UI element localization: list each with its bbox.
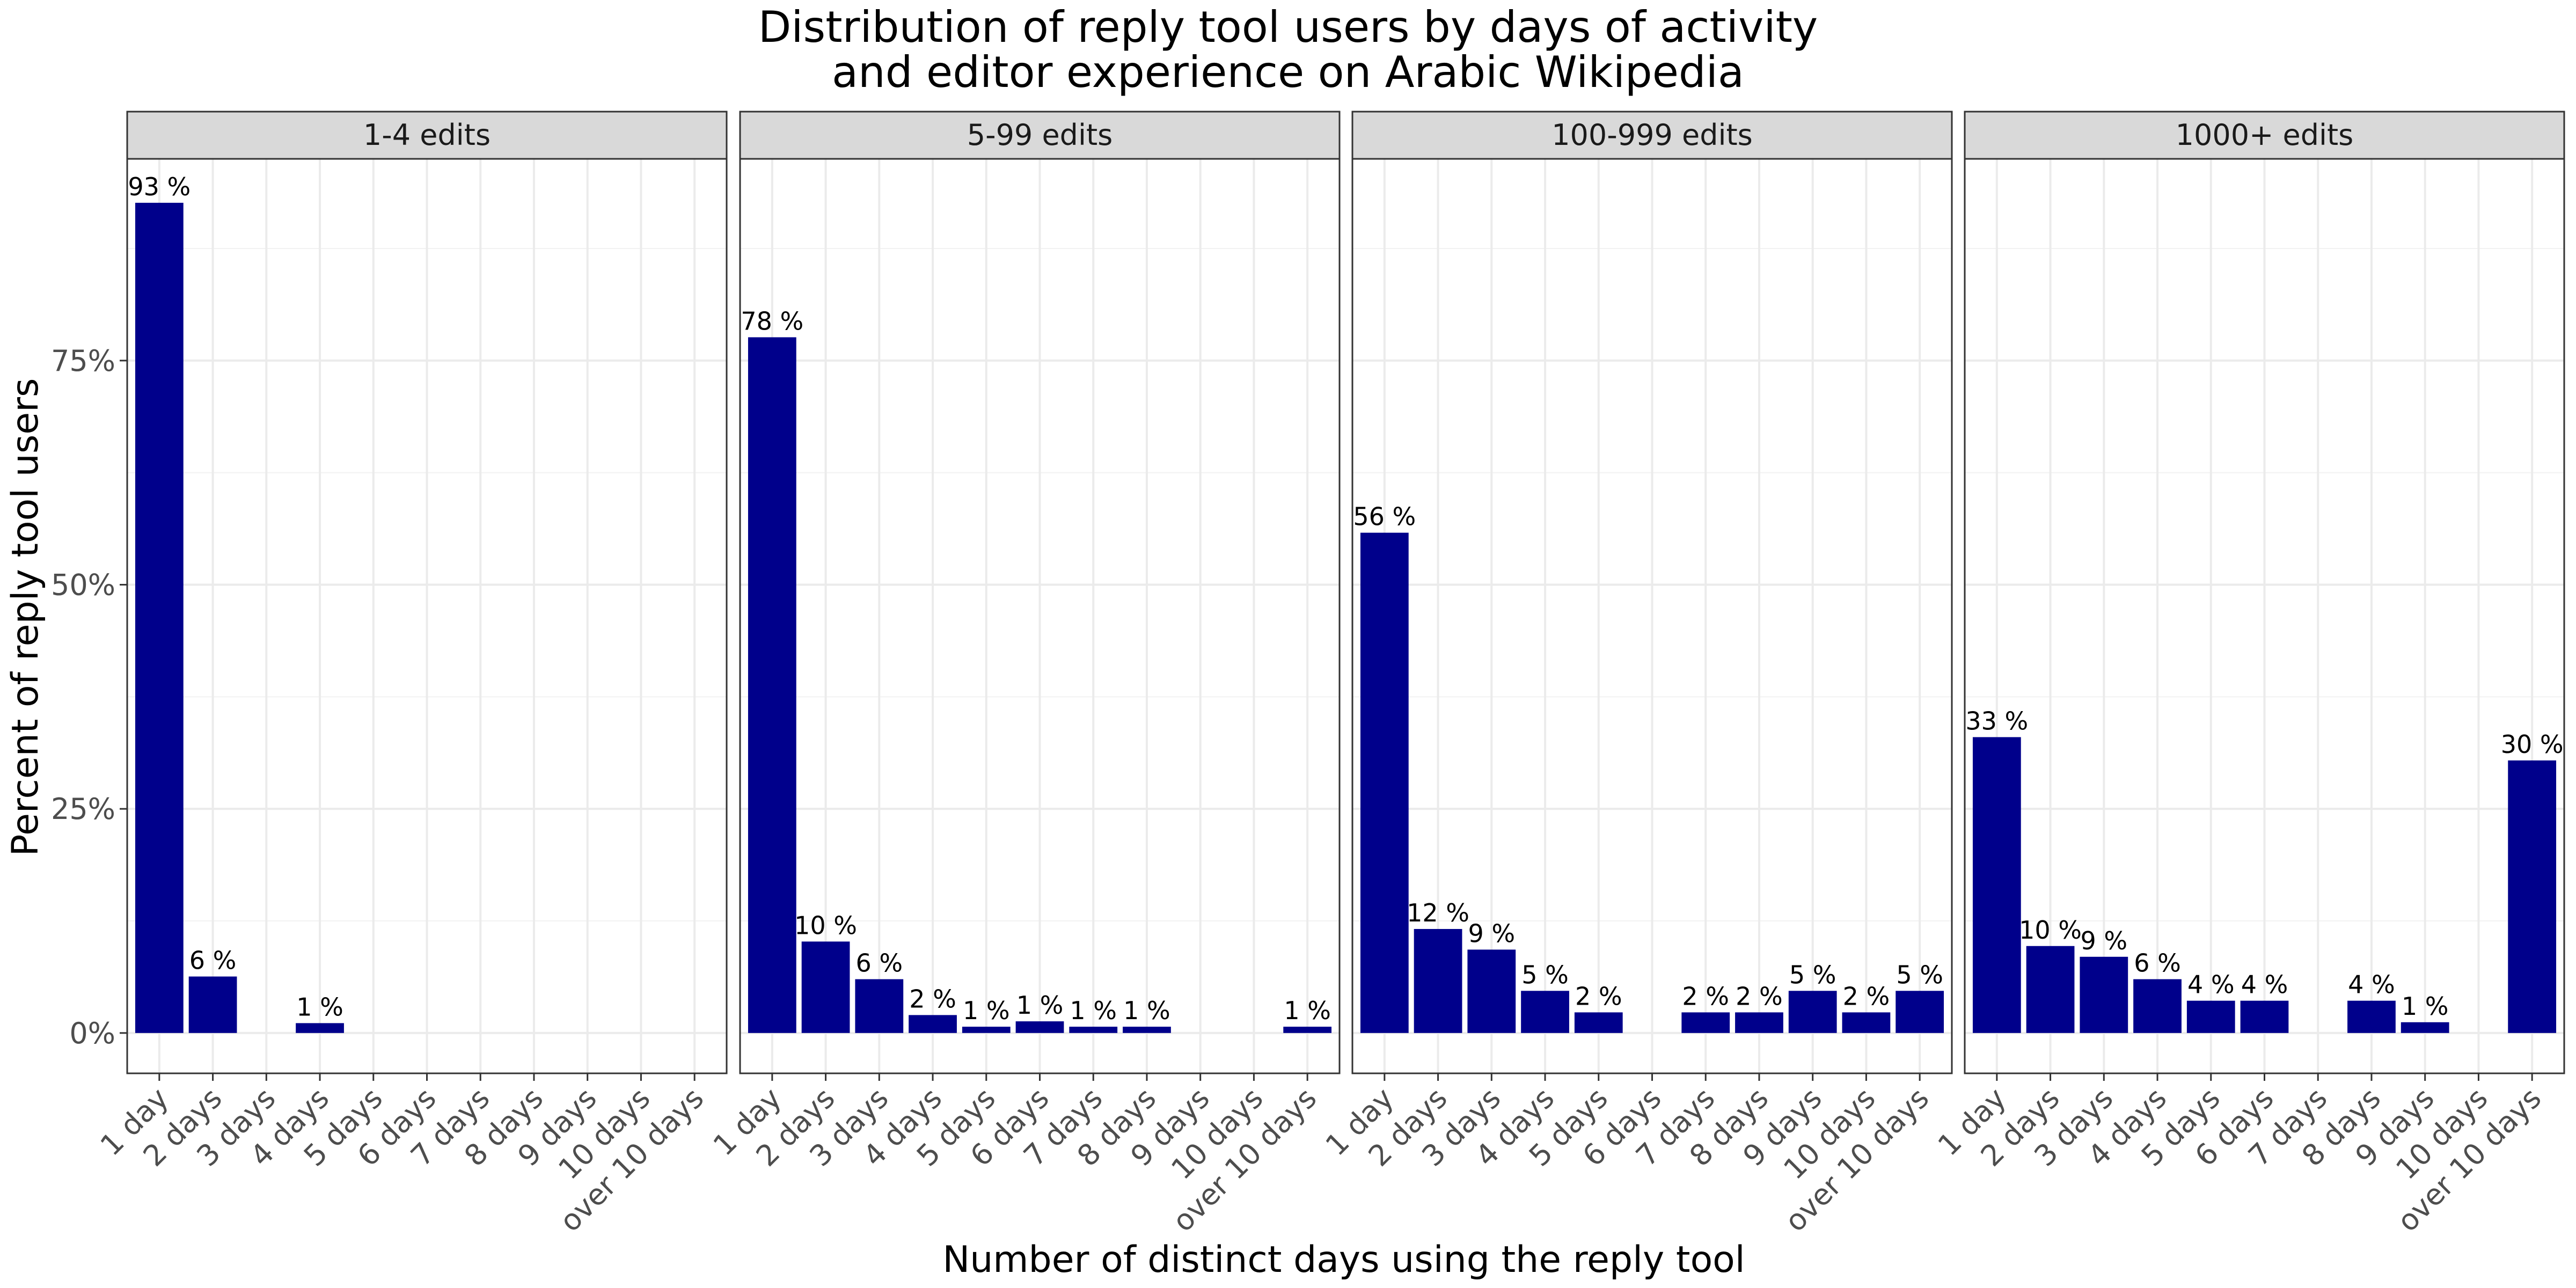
bar-5-99-edits-1: [748, 337, 796, 1033]
facet-strip-label: 5-99 edits: [967, 118, 1113, 152]
bar-1-4-edits-1: [135, 202, 184, 1033]
data-label: 2 %: [1682, 982, 1729, 1011]
bar-100-999-edits-5: [1574, 1012, 1623, 1033]
bar-5-99-edits-8: [1123, 1027, 1171, 1033]
data-label: 9 %: [1468, 919, 1515, 948]
data-label: 10 %: [794, 911, 857, 940]
data-label: 1 %: [1070, 996, 1117, 1025]
chart-title-line-2: and editor experience on Arabic Wikipedi…: [832, 47, 1744, 97]
facet-strip: [1964, 111, 2565, 160]
y-tick-label: 75%: [51, 344, 115, 378]
bar-100-999-edits-3: [1467, 949, 1516, 1033]
data-label: 5 %: [1789, 960, 1836, 989]
y-axis-title: Percent of reply tool users: [4, 378, 47, 857]
chart-title-line-1: Distribution of reply tool users by days…: [758, 2, 1818, 52]
data-label: 6 %: [189, 946, 237, 975]
bar-5-99-edits-4: [909, 1015, 957, 1033]
y-tick-label: 0%: [69, 1016, 115, 1050]
y-axis: 0% 25% 50% 75%: [51, 344, 127, 1050]
bar-100-999-edits-1: [1360, 532, 1409, 1033]
data-label: 9 %: [2080, 926, 2127, 955]
bar-100-999-edits-7: [1681, 1012, 1730, 1033]
bar-1000-edits-11: [2508, 760, 2557, 1033]
data-label: 2 %: [909, 984, 956, 1013]
bar-1000-edits-5: [2186, 1000, 2235, 1033]
bar-1000-edits-6: [2240, 1000, 2289, 1033]
data-label: 78 %: [741, 306, 803, 335]
facet-strip: [1351, 111, 1953, 160]
bar-5-99-edits-11: [1283, 1027, 1332, 1033]
data-label: 12 %: [1407, 898, 1469, 927]
data-label: 6 %: [855, 949, 903, 978]
data-label: 4 %: [2348, 970, 2395, 999]
data-label: 1 %: [296, 992, 343, 1021]
facet-panel-5-99-edits: 78 %10 %6 %2 % 1 % 1 % 1 % 1 % 1 %5-99 edits1…: [707, 111, 1341, 1238]
data-label: 1 %: [1016, 991, 1064, 1020]
data-label: 2 %: [1736, 982, 1783, 1011]
data-label: 56 %: [1353, 502, 1416, 531]
bar-1000-edits-1: [1972, 737, 2021, 1033]
facet-strip-label: 1-4 edits: [363, 118, 491, 152]
data-label: 33 %: [1965, 707, 2028, 736]
bar-5-99-edits-5: [962, 1027, 1011, 1033]
facet-strip-label: 1000+ edits: [2176, 118, 2354, 152]
bar-100-999-edits-2: [1414, 929, 1462, 1033]
data-label: 4 %: [2187, 970, 2235, 999]
bar-1000-edits-4: [2133, 979, 2182, 1033]
data-label: 1 %: [2402, 992, 2449, 1021]
facet-panel-100-999-edits: 56 %12 %9 %5 %2 % 2 % 2 %5 %2 %5 %100-999 …: [1319, 111, 1953, 1238]
bar-1000-edits-2: [2026, 946, 2075, 1033]
facet-strip-label: 100-999 edits: [1552, 118, 1753, 152]
data-label: 5 %: [1521, 960, 1569, 989]
bar-1000-edits-8: [2347, 1000, 2396, 1033]
y-tick-label: 25%: [51, 792, 115, 826]
data-label: 2 %: [1843, 982, 1890, 1011]
bar-100-999-edits-11: [1896, 991, 1944, 1033]
data-label: 6 %: [2134, 949, 2181, 978]
bar-5-99-edits-2: [801, 941, 850, 1033]
bar-100-999-edits-4: [1521, 991, 1569, 1033]
data-label: 5 %: [1896, 960, 1943, 989]
data-label: 2 %: [1575, 982, 1622, 1011]
data-label: 10 %: [2019, 916, 2082, 945]
y-tick-label: 50%: [51, 568, 115, 602]
data-label: 1 %: [1284, 996, 1331, 1025]
bar-5-99-edits-7: [1069, 1027, 1118, 1033]
x-axis-title: Number of distinct days using the reply …: [942, 1239, 1745, 1281]
facet-strip: [739, 111, 1341, 160]
bar-1-4-edits-4: [296, 1023, 344, 1033]
bar-5-99-edits-3: [855, 979, 904, 1033]
facet-panel-1000-edits: 33 %10 %9 %6 %4 % 4 % 4 %1 %30 %1000+ edit…: [1931, 111, 2565, 1238]
data-label: 30 %: [2501, 730, 2564, 759]
bar-100-999-edits-10: [1842, 1012, 1891, 1033]
data-label: 1 %: [963, 996, 1010, 1025]
facet-strip: [126, 111, 728, 160]
bar-100-999-edits-8: [1735, 1012, 1783, 1033]
bar-1000-edits-3: [2080, 956, 2128, 1033]
data-label: 93 %: [128, 172, 191, 201]
data-label: 4 %: [2241, 970, 2288, 999]
bar-100-999-edits-9: [1788, 991, 1837, 1033]
bar-1000-edits-9: [2401, 1022, 2449, 1033]
bar-1-4-edits-2: [188, 976, 237, 1033]
data-label: 1 %: [1123, 996, 1170, 1025]
bar-5-99-edits-6: [1015, 1021, 1064, 1033]
